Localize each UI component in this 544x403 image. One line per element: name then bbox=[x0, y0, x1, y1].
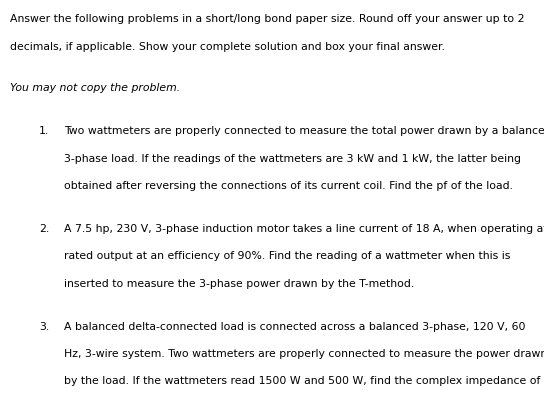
Text: Answer the following problems in a short/long bond paper size. Round off your an: Answer the following problems in a short… bbox=[10, 14, 524, 24]
Text: 3.: 3. bbox=[39, 322, 50, 332]
Text: 1.: 1. bbox=[39, 127, 50, 137]
Text: Two wattmeters are properly connected to measure the total power drawn by a bala: Two wattmeters are properly connected to… bbox=[64, 127, 544, 137]
Text: decimals, if applicable. Show your complete solution and box your final answer.: decimals, if applicable. Show your compl… bbox=[10, 42, 444, 52]
Text: by the load. If the wattmeters read 1500 W and 500 W, find the complex impedance: by the load. If the wattmeters read 1500… bbox=[64, 376, 541, 386]
Text: 2.: 2. bbox=[39, 224, 50, 234]
Text: 3-phase load. If the readings of the wattmeters are 3 kW and 1 kW, the latter be: 3-phase load. If the readings of the wat… bbox=[64, 154, 521, 164]
Text: obtained after reversing the connections of its current coil. Find the pf of the: obtained after reversing the connections… bbox=[64, 181, 513, 191]
Text: You may not copy the problem.: You may not copy the problem. bbox=[10, 83, 180, 93]
Text: A balanced delta-connected load is connected across a balanced 3-phase, 120 V, 6: A balanced delta-connected load is conne… bbox=[64, 322, 526, 332]
Text: rated output at an efficiency of 90%. Find the reading of a wattmeter when this : rated output at an efficiency of 90%. Fi… bbox=[64, 251, 511, 262]
Text: Hz, 3-wire system. Two wattmeters are properly connected to measure the power dr: Hz, 3-wire system. Two wattmeters are pr… bbox=[64, 349, 544, 359]
Text: A 7.5 hp, 230 V, 3-phase induction motor takes a line current of 18 A, when oper: A 7.5 hp, 230 V, 3-phase induction motor… bbox=[64, 224, 544, 234]
Text: inserted to measure the 3-phase power drawn by the T-method.: inserted to measure the 3-phase power dr… bbox=[64, 279, 415, 289]
